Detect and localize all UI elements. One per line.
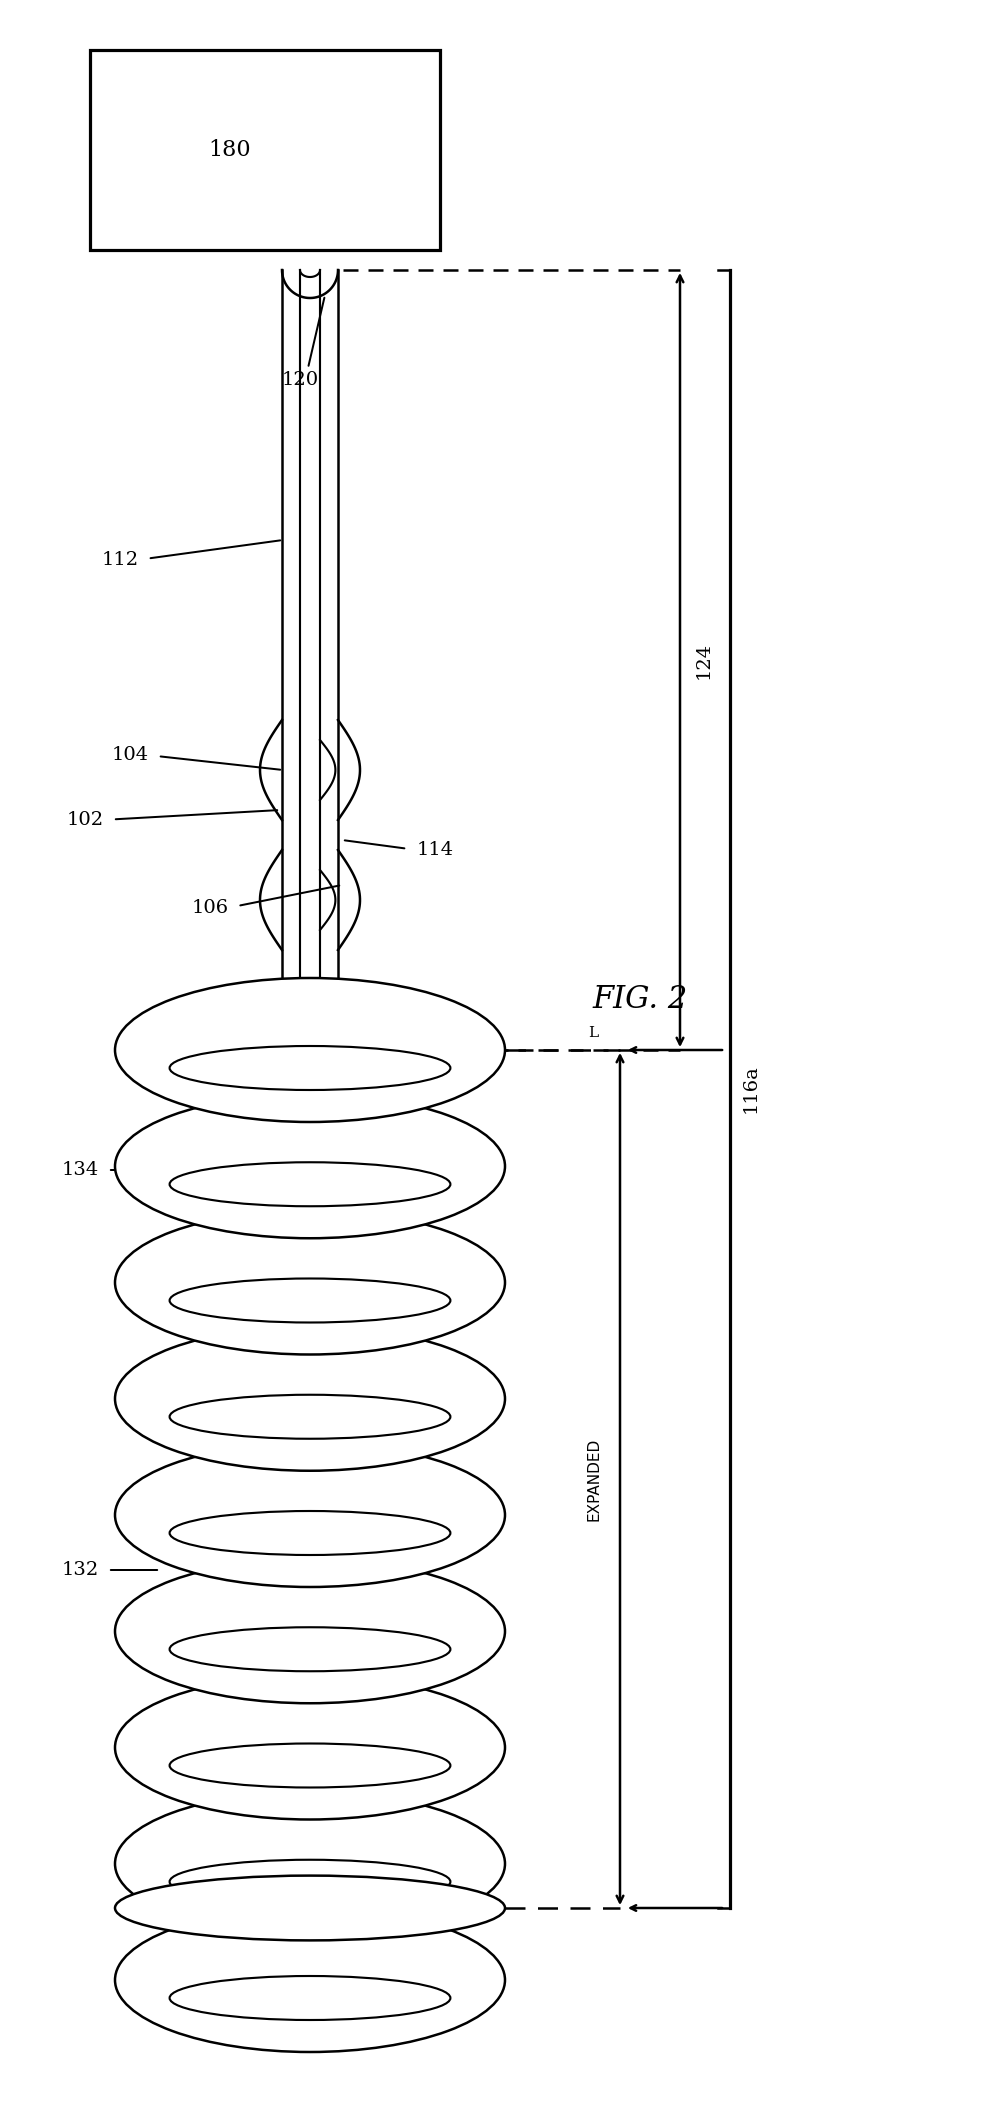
Ellipse shape	[115, 977, 505, 1122]
Text: 106: 106	[191, 900, 228, 916]
Ellipse shape	[170, 1860, 450, 1904]
Ellipse shape	[115, 1560, 505, 1703]
Ellipse shape	[170, 1278, 450, 1322]
Text: 104: 104	[112, 746, 149, 763]
Ellipse shape	[170, 1396, 450, 1438]
Text: L: L	[588, 1026, 598, 1040]
Ellipse shape	[170, 1627, 450, 1671]
Ellipse shape	[170, 1511, 450, 1555]
Ellipse shape	[115, 1875, 505, 1940]
Ellipse shape	[115, 1442, 505, 1587]
Ellipse shape	[170, 1162, 450, 1207]
Ellipse shape	[115, 1675, 505, 1820]
Text: 134: 134	[61, 1160, 98, 1179]
Ellipse shape	[115, 1909, 505, 2052]
Text: 180: 180	[209, 139, 251, 162]
Text: EXPANDED: EXPANDED	[587, 1438, 602, 1520]
Ellipse shape	[170, 1743, 450, 1787]
Text: 102: 102	[66, 811, 104, 828]
Text: 116a: 116a	[742, 1064, 760, 1114]
Text: 124: 124	[695, 641, 713, 679]
Text: 132: 132	[61, 1562, 98, 1579]
Bar	[90, 50, 440, 250]
Ellipse shape	[115, 1326, 505, 1471]
Ellipse shape	[170, 1047, 450, 1091]
Text: 114: 114	[416, 841, 453, 860]
Ellipse shape	[170, 1976, 450, 2020]
Ellipse shape	[115, 1211, 505, 1354]
Text: 112: 112	[102, 551, 139, 570]
Text: 120: 120	[281, 370, 319, 389]
Ellipse shape	[115, 1791, 505, 1936]
Text: FIG. 2: FIG. 2	[592, 984, 687, 1015]
Ellipse shape	[115, 1095, 505, 1238]
